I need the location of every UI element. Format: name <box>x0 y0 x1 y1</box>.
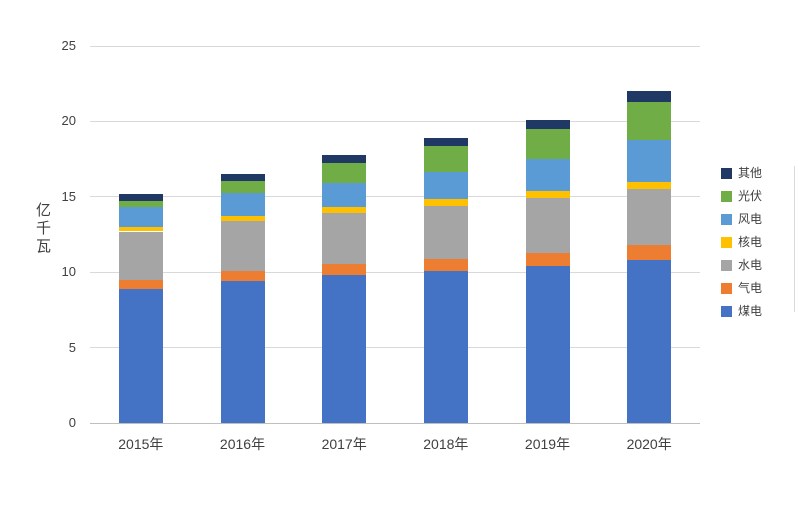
y-axis-title: 亿千瓦 <box>34 202 51 256</box>
legend-item-风电: 风电 <box>721 212 763 226</box>
segment-核电-2015年 <box>118 226 163 232</box>
bar-2018年 <box>423 46 468 423</box>
legend-label-风电: 风电 <box>738 212 763 226</box>
legend-label-气电: 气电 <box>738 281 763 295</box>
segment-其他-2018年 <box>423 138 468 147</box>
segment-煤电-2019年 <box>525 266 570 423</box>
segment-其他-2016年 <box>220 174 265 182</box>
chart-frame-edge <box>794 166 795 312</box>
segment-核电-2017年 <box>322 207 367 213</box>
bar-2019年 <box>525 46 570 423</box>
gridline-20 <box>90 120 700 122</box>
segment-风电-2017年 <box>322 183 367 208</box>
bar-2016年 <box>220 46 265 423</box>
segment-光伏-2017年 <box>322 163 367 184</box>
y-tick-label-10: 10 <box>61 264 76 280</box>
gridline-10 <box>90 271 700 273</box>
segment-气电-2019年 <box>525 252 570 267</box>
x-axis-labels: 2015年 2016年 2017年 2018年 2019年 2020年 <box>90 434 700 456</box>
segment-水电-2015年 <box>118 231 163 280</box>
legend-label-光伏: 光伏 <box>738 189 763 203</box>
segment-光伏-2020年 <box>627 101 672 140</box>
legend-label-核电: 核电 <box>738 235 763 249</box>
x-axis-label-2015年: 2015年 <box>118 436 164 452</box>
x-axis-label-2017年: 2017年 <box>321 436 367 452</box>
x-axis-label-2019年: 2019年 <box>524 436 571 452</box>
segment-水电-2016年 <box>220 220 265 271</box>
x-axis-label-2020年: 2020年 <box>626 436 672 452</box>
legend-item-气电: 气电 <box>721 281 763 295</box>
y-axis-tick-labels: 0 5 10 15 20 25 <box>44 38 82 430</box>
segment-煤电-2015年 <box>118 288 163 423</box>
x-axis-label-2018年: 2018年 <box>423 436 469 452</box>
segment-核电-2016年 <box>220 215 265 221</box>
segment-其他-2015年 <box>118 193 163 201</box>
legend-swatch-气电 <box>721 283 732 294</box>
segment-光伏-2015年 <box>118 200 163 208</box>
gridline-15 <box>90 196 700 198</box>
segment-风电-2020年 <box>627 139 672 182</box>
segment-气电-2017年 <box>322 263 367 276</box>
legend-label-水电: 水电 <box>738 258 763 272</box>
segment-风电-2016年 <box>220 193 265 216</box>
legend-swatch-风电 <box>721 214 732 225</box>
y-tick-label-0: 0 <box>68 415 76 430</box>
segment-水电-2018年 <box>423 205 468 259</box>
legend: 其他光伏风电核电水电气电煤电 <box>721 166 763 329</box>
legend-item-光伏: 光伏 <box>721 189 763 203</box>
segment-煤电-2018年 <box>423 270 468 423</box>
legend-label-煤电: 煤电 <box>738 304 763 318</box>
segment-水电-2019年 <box>525 198 570 253</box>
segment-光伏-2019年 <box>525 129 570 160</box>
bar-2015年 <box>118 46 163 423</box>
y-tick-label-15: 15 <box>61 188 76 204</box>
segment-水电-2020年 <box>627 189 672 246</box>
segment-风电-2018年 <box>423 171 468 200</box>
segment-气电-2018年 <box>423 258 468 271</box>
legend-item-煤电: 煤电 <box>721 304 763 318</box>
legend-item-水电: 水电 <box>721 258 763 272</box>
legend-swatch-煤电 <box>721 306 732 317</box>
legend-swatch-其他 <box>721 168 732 179</box>
y-tick-label-25: 25 <box>61 38 76 53</box>
legend-swatch-水电 <box>721 260 732 271</box>
gridline-5 <box>90 347 700 349</box>
segment-气电-2020年 <box>627 245 672 261</box>
segment-水电-2017年 <box>322 212 367 264</box>
legend-swatch-核电 <box>721 237 732 248</box>
segment-气电-2015年 <box>118 279 163 289</box>
segment-核电-2019年 <box>525 190 570 199</box>
segment-煤电-2016年 <box>220 281 265 423</box>
y-tick-label-5: 5 <box>68 339 76 355</box>
bar-2017年 <box>322 46 367 423</box>
segment-其他-2017年 <box>322 154 367 164</box>
segment-光伏-2018年 <box>423 146 468 172</box>
segment-风电-2015年 <box>118 207 163 227</box>
legend-label-其他: 其他 <box>738 166 763 180</box>
y-tick-label-20: 20 <box>61 113 76 129</box>
segment-其他-2019年 <box>525 119 570 130</box>
legend-item-核电: 核电 <box>721 235 763 249</box>
legend-item-其他: 其他 <box>721 166 763 180</box>
segment-光伏-2016年 <box>220 181 265 194</box>
x-axis-label-2016年: 2016年 <box>219 436 266 452</box>
gridline-25 <box>90 45 700 47</box>
segment-煤电-2020年 <box>627 260 672 423</box>
segment-核电-2020年 <box>627 181 672 190</box>
bar-2020年 <box>627 46 672 423</box>
segment-其他-2020年 <box>627 91 672 102</box>
segment-煤电-2017年 <box>322 275 367 423</box>
segment-风电-2019年 <box>525 159 570 191</box>
segment-气电-2016年 <box>220 270 265 282</box>
plot-area <box>90 45 700 424</box>
segment-核电-2018年 <box>423 199 468 206</box>
legend-swatch-光伏 <box>721 191 732 202</box>
